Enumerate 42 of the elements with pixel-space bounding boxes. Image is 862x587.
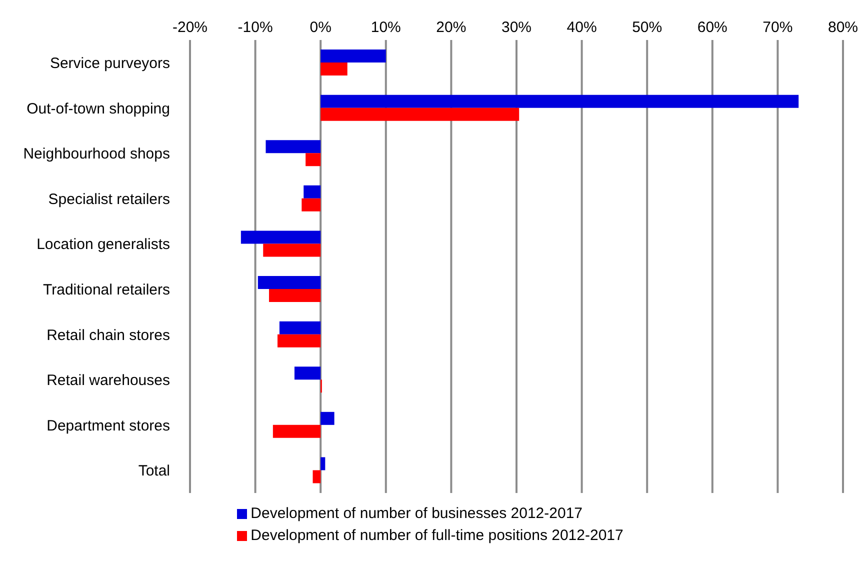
bar — [320, 62, 348, 76]
legend-label: Development of number of full-time positions 2012-2017 — [250, 527, 624, 544]
x-tick-label: 60% — [697, 19, 728, 36]
bar — [263, 244, 321, 257]
bar — [294, 366, 321, 380]
x-tick-label: -10% — [238, 19, 273, 36]
y-tick-label: Specialist retailers — [48, 190, 170, 208]
bar — [269, 289, 321, 302]
y-tick-label: Total — [138, 462, 170, 480]
y-tick-label: Location generalists — [36, 236, 170, 254]
bar — [266, 140, 321, 154]
x-tick-label: 30% — [501, 19, 532, 36]
x-tick-label: 80% — [828, 19, 858, 36]
x-tick-label: 50% — [632, 19, 662, 36]
x-tick-label: -20% — [172, 19, 208, 36]
bar — [306, 153, 321, 166]
x-tick-label: 0% — [310, 19, 332, 36]
legend-label: Development of number of businesses 2012-2017 — [250, 505, 583, 522]
bar — [240, 230, 321, 244]
y-tick-label: Retail warehouses — [46, 372, 170, 390]
bar — [312, 470, 321, 484]
y-tick-label: Retail chain stores — [46, 326, 170, 344]
x-tick-label: 10% — [370, 19, 401, 36]
y-tick-label: Department stores — [46, 417, 170, 434]
x-tick-label: 70% — [762, 19, 793, 36]
bar — [320, 457, 326, 470]
bar — [304, 185, 321, 198]
bar — [320, 94, 799, 108]
bar — [272, 424, 321, 438]
bar — [279, 321, 321, 334]
y-tick-label: Neighbourhood shops — [23, 146, 170, 163]
bar — [258, 276, 321, 290]
bar — [320, 50, 386, 63]
y-tick-label: Traditional retailers — [43, 281, 170, 298]
bar — [320, 412, 334, 425]
y-tick-label: Out-of-town shopping — [26, 100, 170, 118]
y-tick-label: Service purveyors — [50, 54, 170, 72]
bar — [278, 334, 321, 348]
x-tick-label: 40% — [566, 19, 597, 36]
bar — [302, 198, 321, 212]
x-tick-label: 20% — [436, 19, 466, 36]
bar — [320, 108, 520, 121]
